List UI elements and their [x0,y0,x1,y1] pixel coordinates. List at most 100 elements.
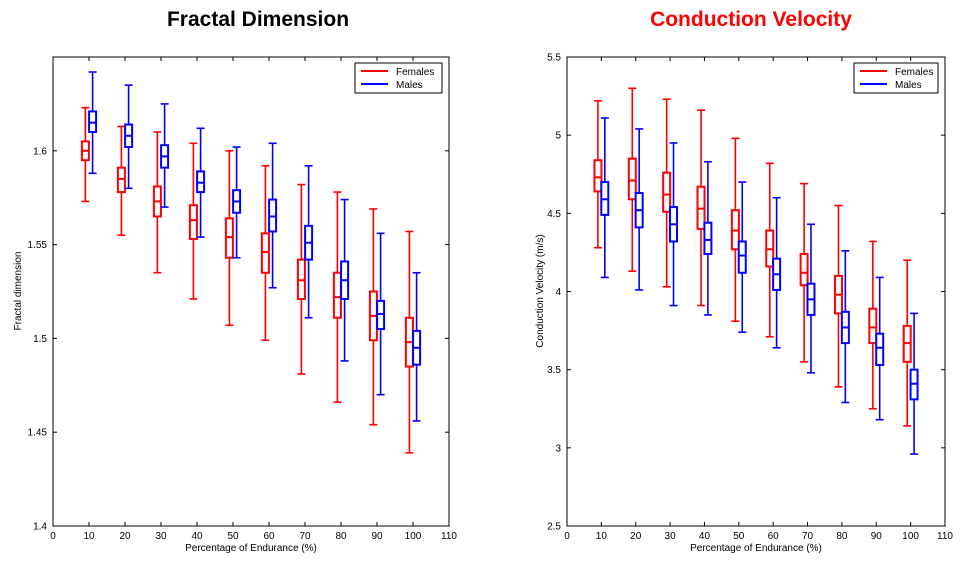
y-tick-label: 5 [555,131,561,142]
chart-conduction-velocity: Conduction Velocity 0 10 20 30 40 50 60 70 80 90 1… [535,8,953,554]
box-males [88,71,98,175]
box-males [232,146,242,259]
legend-box [853,62,939,94]
box-females [627,87,637,272]
x-tick-label: 100 [902,531,919,542]
legend: Females Males [853,62,939,94]
box-iqr [868,307,878,345]
y-tick-label: 1.45 [28,428,48,439]
box-males [268,142,278,289]
legend-label-males: Males [396,80,423,91]
box-males [634,128,644,291]
box-males [340,198,350,362]
box-females [224,150,234,327]
box-males [806,223,816,374]
x-tick-label: 20 [119,531,131,542]
box-males [124,84,134,190]
x-axis-ticks: 0 10 20 30 40 50 60 70 80 90 100 110 [564,57,953,542]
x-tick-label: 70 [299,531,311,542]
x-tick-label: 90 [371,531,383,542]
box-females [116,125,126,237]
box-females [152,131,162,274]
box-females [188,142,198,300]
x-axis-label: Percentage of Endurance (%) [185,543,317,554]
x-axis-ticks: 0 10 20 30 40 50 60 70 80 90 100 110 [50,57,457,542]
x-tick-label: 60 [263,531,275,542]
box-group [593,87,919,455]
box-iqr [703,221,713,255]
box-iqr [332,271,342,319]
y-axis-ticks: 1.4 1.45 1.5 1.55 1.6 [28,146,449,533]
x-tick-label: 40 [699,531,711,542]
y-axis-label: Conduction Velocity (m/s) [535,234,546,347]
box-males [909,312,919,455]
box-females [662,98,672,288]
box-group [80,71,422,454]
box-females [593,99,603,249]
x-tick-label: 10 [83,531,95,542]
box-females [799,182,809,363]
box-males [669,142,679,307]
box-males [196,127,206,238]
box-females [730,137,740,323]
x-tick-label: 110 [441,531,457,542]
chart-title: Fractal Dimension [167,8,349,31]
x-tick-label: 90 [871,531,883,542]
box-males [703,160,713,316]
x-tick-label: 0 [50,531,56,542]
y-tick-label: 2.5 [547,522,561,533]
box-males [875,276,885,421]
x-tick-label: 50 [227,531,239,542]
box-females [833,204,843,388]
box-males [304,165,314,319]
box-males [840,250,850,404]
box-iqr [593,159,603,193]
box-males [737,181,747,333]
x-tick-label: 70 [802,531,814,542]
y-axis-ticks: 2.5 3 3.5 4 4.5 5 5.5 [547,53,945,533]
x-tick-label: 60 [768,531,780,542]
y-tick-label: 5.5 [547,53,561,64]
box-females [260,165,270,342]
y-tick-label: 1.6 [33,146,47,157]
box-males [772,196,782,349]
box-iqr [627,157,637,201]
x-axis-label: Percentage of Endurance (%) [690,543,822,554]
box-iqr [875,332,885,366]
y-tick-label: 1.4 [33,522,47,533]
x-tick-label: 40 [191,531,203,542]
box-females [296,183,306,375]
chart-title: Conduction Velocity [650,8,852,31]
x-tick-label: 0 [564,531,570,542]
x-tick-label: 100 [405,531,422,542]
y-tick-label: 1.5 [33,334,47,345]
y-tick-label: 3.5 [547,365,561,376]
box-females [332,191,342,403]
box-males [376,232,386,396]
legend-label-males: Males [895,80,922,91]
x-tick-label: 30 [155,531,167,542]
legend-box [354,62,443,94]
box-iqr [188,204,198,240]
box-females [868,240,878,410]
x-tick-label: 80 [335,531,347,542]
box-females [696,109,706,307]
box-males [412,271,422,422]
y-tick-label: 4 [555,287,561,298]
y-tick-label: 1.55 [28,240,48,251]
legend-label-females: Females [895,67,933,78]
box-iqr [662,171,672,213]
x-tick-label: 110 [937,531,953,542]
box-males [600,117,610,279]
plot-area [52,56,450,527]
legend: Females Males [354,62,443,94]
box-females [902,259,912,427]
y-tick-label: 4.5 [547,209,561,220]
box-females [80,106,90,203]
box-iqr [737,240,747,274]
x-tick-label: 30 [665,531,677,542]
x-tick-label: 10 [596,531,608,542]
box-females [765,162,775,338]
